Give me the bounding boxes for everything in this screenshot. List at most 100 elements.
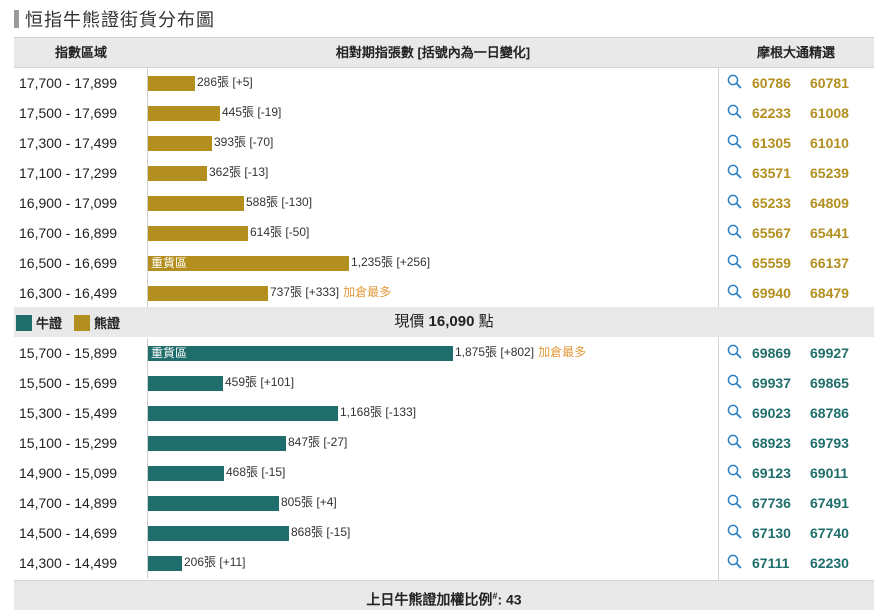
warrant-code-link[interactable]: 68479 <box>810 285 849 301</box>
warrant-code-link[interactable]: 68923 <box>752 435 791 451</box>
warrant-code-link[interactable]: 66137 <box>810 255 849 271</box>
table-row: 14,500 - 14,699 868張 [-15] <box>14 518 718 548</box>
quantity-text: 468張 [-15] <box>226 465 286 479</box>
warrant-code-link[interactable]: 69011 <box>810 465 849 481</box>
title-marker <box>14 10 19 28</box>
quantity-text: 1,235張 [+256] <box>351 255 431 269</box>
quantity-label: 459張 [+101] <box>225 375 294 390</box>
heavy-zone-tag: 重貨區 <box>151 346 188 360</box>
page-title-text: 恒指牛熊證街貨分布圖 <box>25 10 215 30</box>
quantity-bar <box>148 166 207 181</box>
warrant-code-link[interactable]: 65441 <box>810 225 849 241</box>
warrant-code-link[interactable]: 62230 <box>810 555 849 571</box>
index-range: 15,100 - 15,299 <box>19 435 118 451</box>
warrant-code-link[interactable]: 67111 <box>752 555 790 571</box>
table-row: 16,700 - 16,899 614張 [-50] <box>14 218 718 248</box>
warrant-code-link[interactable]: 60781 <box>810 75 849 91</box>
index-range: 16,900 - 17,099 <box>19 195 118 211</box>
bar-axis <box>147 458 148 488</box>
picks-cell: 69123 69011 <box>727 458 874 488</box>
quantity-text: 868張 [-15] <box>291 525 351 539</box>
search-icon[interactable] <box>727 194 742 209</box>
picks-divider <box>718 68 719 307</box>
quantity-bar: 重貨區 <box>148 256 349 271</box>
warrant-code-link[interactable]: 69123 <box>752 465 791 481</box>
warrant-code-link[interactable]: 61010 <box>810 135 849 151</box>
table-row: 17,300 - 17,499 393張 [-70] <box>14 128 718 158</box>
legend-bear-swatch <box>74 314 91 331</box>
quantity-text: 286張 [+5] <box>197 75 253 89</box>
warrant-code-link[interactable]: 61008 <box>810 105 849 121</box>
quantity-text: 588張 [-130] <box>246 195 313 209</box>
warrant-code-link[interactable]: 69937 <box>752 375 791 391</box>
warrant-code-link[interactable]: 67130 <box>752 525 791 541</box>
warrant-code-link[interactable]: 67736 <box>752 495 791 511</box>
picks-cell: 61305 61010 <box>727 128 874 158</box>
warrant-code-link[interactable]: 65559 <box>752 255 791 271</box>
footer-label: 上日牛熊證加權比例 <box>366 591 493 608</box>
search-icon[interactable] <box>727 524 742 539</box>
picks-cell: 60786 60781 <box>727 68 874 98</box>
quantity-bar <box>148 406 338 421</box>
search-icon[interactable] <box>727 224 742 239</box>
warrant-code-link[interactable]: 67740 <box>810 525 849 541</box>
warrant-code-link[interactable]: 65239 <box>810 165 849 181</box>
warrant-code-link[interactable]: 68786 <box>810 405 849 421</box>
search-icon[interactable] <box>727 464 742 479</box>
quantity-label: 868張 [-15] <box>291 525 350 540</box>
bar-axis <box>147 488 148 518</box>
index-range: 17,500 - 17,699 <box>19 105 118 121</box>
current-price-prefix: 現價 <box>394 313 425 330</box>
warrant-code-link[interactable]: 69940 <box>752 285 791 301</box>
search-icon[interactable] <box>727 104 742 119</box>
table-row: 16,500 - 16,699 重貨區 1,235張 [+256] <box>14 248 718 278</box>
search-icon[interactable] <box>727 494 742 509</box>
search-icon[interactable] <box>727 434 742 449</box>
table-row: 17,100 - 17,299 362張 [-13] <box>14 158 718 188</box>
warrant-code-link[interactable]: 69927 <box>810 345 849 361</box>
quantity-text: 805張 [+4] <box>281 495 337 509</box>
search-icon[interactable] <box>727 404 742 419</box>
quantity-bar <box>148 466 224 481</box>
quantity-label: 847張 [-27] <box>288 435 347 450</box>
quantity-text: 459張 [+101] <box>225 375 295 389</box>
search-icon[interactable] <box>727 374 742 389</box>
bar-axis <box>147 68 148 98</box>
warrant-code-link[interactable]: 62233 <box>752 105 791 121</box>
warrant-code-link[interactable]: 64809 <box>810 195 849 211</box>
warrant-code-link[interactable]: 60786 <box>752 75 791 91</box>
search-icon[interactable] <box>727 284 742 299</box>
warrant-code-link[interactable]: 65567 <box>752 225 791 241</box>
search-icon[interactable] <box>727 134 742 149</box>
quantity-bar <box>148 556 182 571</box>
search-icon[interactable] <box>727 164 742 179</box>
warrant-code-link[interactable]: 63571 <box>752 165 791 181</box>
bar-axis <box>147 398 148 428</box>
quantity-text: 614張 [-50] <box>250 225 310 239</box>
bar-axis <box>147 218 148 248</box>
warrant-code-link[interactable]: 69793 <box>810 435 849 451</box>
quantity-label: 614張 [-50] <box>250 225 309 240</box>
warrant-code-link[interactable]: 65233 <box>752 195 791 211</box>
quantity-label: 445張 [-19] <box>222 105 281 120</box>
search-icon[interactable] <box>727 74 742 89</box>
bar-axis <box>147 98 148 128</box>
header-range: 指數區域 <box>54 45 107 60</box>
warrant-code-link[interactable]: 69865 <box>810 375 849 391</box>
quantity-bar <box>148 376 223 391</box>
warrant-code-link[interactable]: 67491 <box>810 495 849 511</box>
quantity-label: 393張 [-70] <box>214 135 273 150</box>
warrant-code-link[interactable]: 69869 <box>752 345 791 361</box>
search-icon[interactable] <box>727 254 742 269</box>
search-icon[interactable] <box>727 554 742 569</box>
search-icon[interactable] <box>727 344 742 359</box>
quantity-label: 206張 [+11] <box>184 555 246 570</box>
index-range: 14,300 - 14,499 <box>19 555 118 571</box>
quantity-text: 1,875張 [+802] <box>455 345 535 359</box>
quantity-label: 805張 [+4] <box>281 495 337 510</box>
warrant-code-link[interactable]: 61305 <box>752 135 791 151</box>
warrant-code-link[interactable]: 69023 <box>752 405 791 421</box>
bar-axis <box>147 248 148 278</box>
footer-value: : 43 <box>497 591 522 608</box>
index-range: 16,300 - 16,499 <box>19 285 118 301</box>
